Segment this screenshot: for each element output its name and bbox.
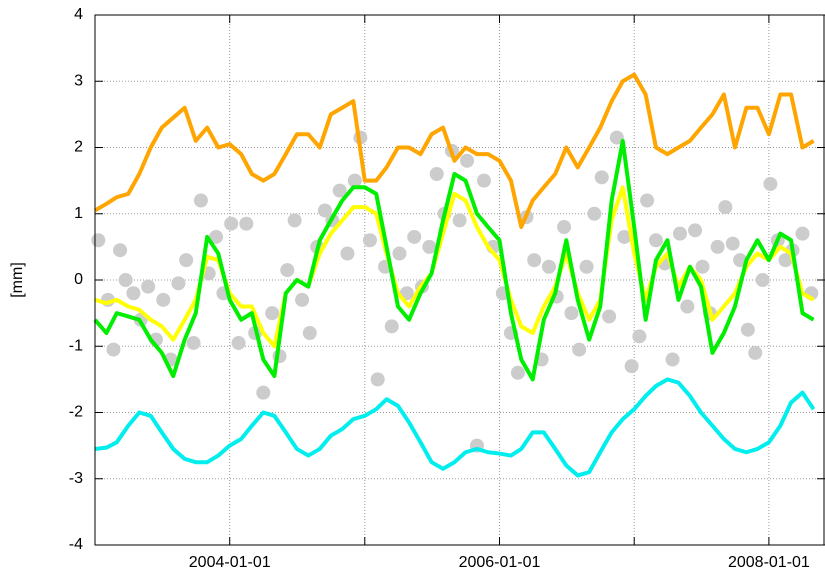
x-tick-label: 2008-01-01 bbox=[728, 554, 810, 571]
scatter-point bbox=[579, 259, 594, 274]
scatter-point bbox=[106, 342, 121, 357]
scatter-point bbox=[680, 299, 695, 314]
data-line bbox=[93, 138, 815, 382]
scatter-point bbox=[725, 236, 740, 251]
scatter-point bbox=[91, 233, 106, 248]
scatter-point bbox=[763, 176, 778, 191]
scatter-point bbox=[370, 372, 385, 387]
scatter-point bbox=[452, 213, 467, 228]
scatter-point bbox=[340, 246, 355, 261]
scatter-point bbox=[256, 385, 271, 400]
scatter-point bbox=[718, 200, 733, 215]
y-axis-label: [mm] bbox=[9, 262, 26, 298]
scatter-point bbox=[460, 153, 475, 168]
scatter-point bbox=[609, 130, 624, 145]
y-tick-label: 1 bbox=[74, 205, 83, 222]
y-tick-label: 3 bbox=[74, 72, 83, 89]
scatter-point bbox=[141, 279, 156, 294]
scatter-point bbox=[224, 216, 239, 231]
plot-frame bbox=[94, 14, 825, 546]
scatter-point bbox=[231, 335, 246, 350]
y-tick-label: -4 bbox=[69, 536, 83, 553]
scatter-point bbox=[665, 352, 680, 367]
y-tick-label: -2 bbox=[69, 404, 83, 421]
scatter-point bbox=[126, 286, 141, 301]
scatter-point bbox=[332, 183, 347, 198]
scatter-point bbox=[632, 329, 647, 344]
scatter-point bbox=[171, 276, 186, 291]
scatter-point bbox=[740, 322, 755, 337]
scatter-point bbox=[193, 193, 208, 208]
y-tick-label: 2 bbox=[74, 139, 83, 156]
scatter-point bbox=[476, 173, 491, 188]
scatter-point bbox=[688, 223, 703, 238]
x-tick-label: 2006-01-01 bbox=[459, 554, 541, 571]
scatter-point bbox=[407, 229, 422, 244]
scatter-point bbox=[602, 309, 617, 324]
scatter-point bbox=[617, 229, 632, 244]
y-tick-label: 0 bbox=[74, 271, 83, 288]
scatter-point bbox=[640, 193, 655, 208]
data-line bbox=[94, 377, 816, 478]
scatter-point bbox=[392, 246, 407, 261]
scatter-point bbox=[239, 216, 254, 231]
scatter-point bbox=[287, 213, 302, 228]
scatter-point bbox=[302, 326, 317, 340]
scatter-point bbox=[672, 226, 687, 241]
scatter-point bbox=[648, 233, 663, 248]
scatter-point bbox=[594, 170, 609, 185]
scatter-point bbox=[695, 259, 710, 274]
scatter-point bbox=[710, 239, 725, 254]
data-line bbox=[93, 72, 815, 229]
scatter-point bbox=[572, 342, 587, 357]
x-tick-label: 2004-01-01 bbox=[189, 554, 271, 571]
scatter-point bbox=[265, 306, 280, 321]
scatter-point bbox=[429, 167, 444, 181]
scatter-point bbox=[527, 253, 542, 268]
scatter-point bbox=[156, 292, 171, 307]
scatter-point bbox=[209, 229, 224, 244]
scatter-point bbox=[186, 335, 201, 350]
scatter-point bbox=[295, 292, 310, 307]
scatter-point bbox=[587, 206, 602, 221]
scatter-point bbox=[347, 173, 362, 188]
scatter-point bbox=[748, 345, 763, 360]
y-tick-label: -1 bbox=[69, 337, 83, 354]
scatter-point bbox=[795, 226, 810, 241]
scatter-point bbox=[280, 263, 295, 278]
y-tick-label: -3 bbox=[69, 470, 83, 487]
scatter-point bbox=[362, 233, 377, 248]
scatter-point bbox=[384, 319, 399, 334]
y-tick-label: 4 bbox=[74, 6, 83, 23]
scatter-point bbox=[557, 220, 572, 234]
scatter-point bbox=[422, 239, 437, 254]
scatter-point bbox=[510, 365, 525, 380]
scatter-point bbox=[179, 253, 194, 268]
scatter-point bbox=[113, 243, 128, 258]
scatter-point bbox=[778, 253, 793, 268]
scatter-point bbox=[317, 203, 332, 218]
scatter-point bbox=[755, 273, 770, 287]
scatter-point bbox=[541, 259, 556, 274]
scatter-point bbox=[624, 359, 639, 374]
scatter-point bbox=[118, 273, 133, 287]
scatter-point bbox=[564, 306, 579, 321]
